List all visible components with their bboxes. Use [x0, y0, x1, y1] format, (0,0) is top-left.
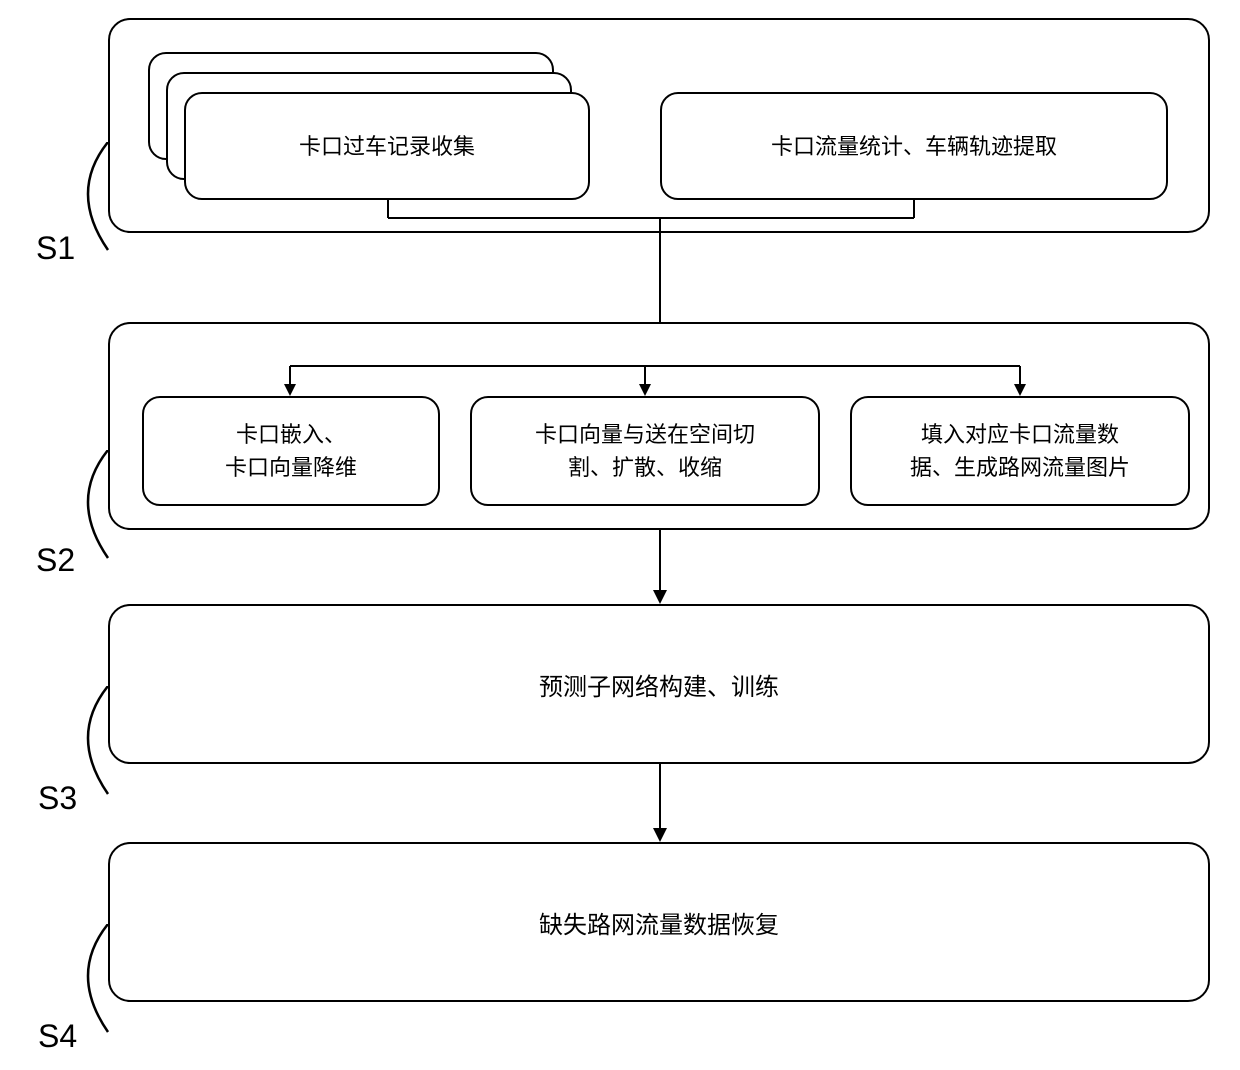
s4-text: 缺失路网流量数据恢复: [539, 905, 779, 940]
connector-s3-s4: [0, 0, 1240, 860]
s4-text-wrap: 缺失路网流量数据恢复: [110, 844, 1208, 1000]
stage-s4-outer: 缺失路网流量数据恢复: [108, 842, 1210, 1002]
s4-label: S4: [38, 1018, 77, 1055]
